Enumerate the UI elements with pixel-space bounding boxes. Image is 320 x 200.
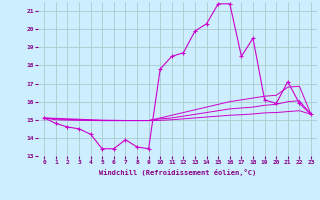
- X-axis label: Windchill (Refroidissement éolien,°C): Windchill (Refroidissement éolien,°C): [99, 169, 256, 176]
